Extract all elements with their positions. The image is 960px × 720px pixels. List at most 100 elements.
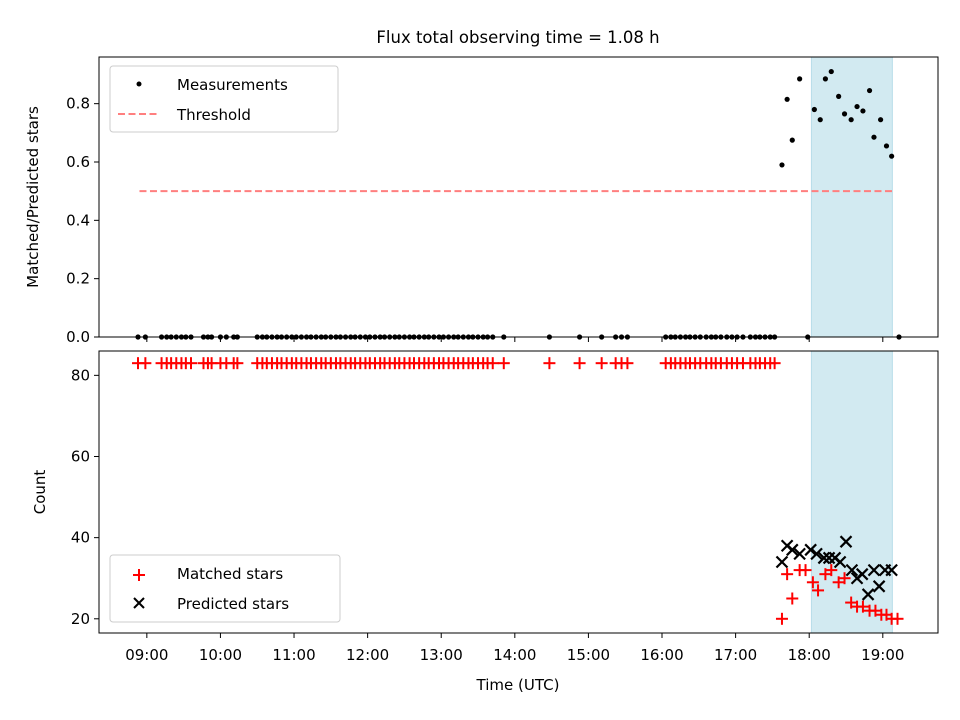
predicted-point-b — [833, 555, 847, 569]
top-y-tick-label: 0.0 — [66, 328, 90, 346]
matched-point — [621, 357, 634, 370]
matched-point — [786, 592, 799, 605]
measurement-point — [871, 134, 877, 140]
predicted-point-b — [810, 547, 823, 561]
predicted-point — [885, 563, 898, 577]
measurement-point — [822, 76, 828, 82]
measurement-point — [866, 87, 873, 94]
matched-point — [806, 576, 819, 589]
predicted-point — [833, 555, 847, 569]
predicted-point-b — [786, 543, 799, 557]
bottom-y-tick-label: 40 — [71, 529, 90, 547]
predicted-point — [810, 547, 823, 561]
bottom-ylabel: Count — [31, 470, 49, 515]
matched-point — [781, 568, 794, 581]
x-tick-label: 17:00 — [714, 646, 757, 664]
top-panel: 0.00.20.40.60.8 Matched/Predicted stars … — [24, 56, 939, 346]
matched-point — [573, 357, 586, 370]
predicted-point — [872, 580, 886, 593]
predicted-point — [804, 543, 817, 557]
x-tick-label: 19:00 — [861, 646, 904, 664]
x-tick-label: 11:00 — [272, 646, 315, 664]
predicted-point-b — [872, 580, 886, 593]
legend-matched-marker — [133, 569, 145, 581]
measurement-point — [836, 93, 842, 99]
top-y-tick-label: 0.8 — [66, 95, 90, 113]
predicted-point-b — [793, 547, 806, 561]
bottom-legend: Matched stars Predicted stars — [109, 554, 341, 623]
legend-predicted-marker — [133, 597, 145, 609]
measurement-point — [860, 108, 866, 114]
top-y-tick-label: 0.4 — [66, 211, 90, 229]
top-axes-frame — [98, 56, 939, 338]
matched-point — [799, 564, 812, 577]
x-tick-label: 16:00 — [640, 646, 683, 664]
matched-point — [486, 357, 499, 370]
measurement-point — [841, 111, 848, 117]
measurement-point — [883, 143, 890, 149]
predicted-point-b — [845, 563, 859, 577]
x-tick-label: 14:00 — [493, 646, 536, 664]
measurement-point — [889, 153, 895, 159]
top-y-tick-label: 0.6 — [66, 153, 90, 171]
bottom-legend-box — [109, 554, 341, 623]
matched-points — [132, 357, 904, 625]
predicted-point — [786, 543, 799, 557]
legend-matched: Matched stars — [177, 565, 283, 583]
predicted-point — [775, 555, 789, 569]
legend-measurements: Measurements — [177, 76, 288, 94]
measurement-point — [811, 106, 817, 113]
bottom-y-tick-label: 60 — [71, 447, 90, 465]
x-axis-label: Time (UTC) — [476, 676, 560, 694]
top-highlight-span — [810, 56, 893, 338]
matched-point — [838, 572, 851, 585]
bottom-y-tick-label: 80 — [71, 366, 90, 384]
legend-measurement-marker — [136, 81, 142, 87]
predicted-point — [839, 535, 853, 548]
matched-point — [825, 564, 838, 577]
measurement-point — [854, 103, 860, 110]
measurement-point — [779, 162, 785, 168]
measurement-point — [817, 117, 823, 123]
top-y-tick-label: 0.2 — [66, 270, 90, 288]
bottom-x-ticks: 09:00 10:00 11:00 12:00 13:00 14:00 15:00 16:00… — [125, 633, 904, 664]
matched-point — [856, 600, 869, 613]
top-legend: Measurements Threshold — [109, 65, 339, 133]
x-tick-label: 09:00 — [125, 646, 168, 664]
top-y-ticks: 0.0 0.2 0.4 0.6 0.8 — [66, 95, 99, 346]
matched-point — [139, 357, 152, 370]
predicted-point — [793, 547, 806, 561]
top-ylabel: Matched/Predicted stars — [24, 106, 42, 288]
predicted-point-b — [775, 555, 789, 569]
measurement-point — [877, 117, 884, 123]
top-legend-box — [109, 65, 339, 133]
matched-point — [768, 357, 781, 370]
measurement-point — [828, 68, 834, 75]
matched-point — [231, 357, 244, 370]
matched-point — [543, 357, 556, 370]
predicted-point-b — [867, 563, 881, 577]
predicted-point-b — [855, 567, 869, 581]
bottom-y-ticks: 20 40 60 80 — [71, 366, 99, 628]
predicted-point-b — [885, 563, 898, 577]
measurement-point — [789, 137, 795, 143]
matched-point — [497, 357, 510, 370]
matched-point — [812, 584, 825, 597]
x-tick-label: 18:00 — [788, 646, 831, 664]
predicted-point — [855, 567, 869, 581]
bottom-panel: 20 40 60 80 09:00 10:00 11:00 12:00 13:00 14:00 1… — [31, 350, 939, 694]
predicted-point — [861, 588, 875, 601]
predicted-points — [775, 535, 898, 601]
predicted-point-b — [817, 551, 831, 565]
predicted-point — [817, 551, 831, 565]
legend-predicted: Predicted stars — [177, 595, 289, 613]
predicted-point-b — [861, 588, 875, 601]
measurement-point — [797, 76, 803, 82]
x-tick-label: 13:00 — [420, 646, 463, 664]
matched-point — [184, 357, 197, 370]
x-tick-label: 10:00 — [199, 646, 242, 664]
matched-point — [595, 357, 608, 370]
predicted-point-b — [804, 543, 817, 557]
measurement-point — [848, 117, 854, 123]
